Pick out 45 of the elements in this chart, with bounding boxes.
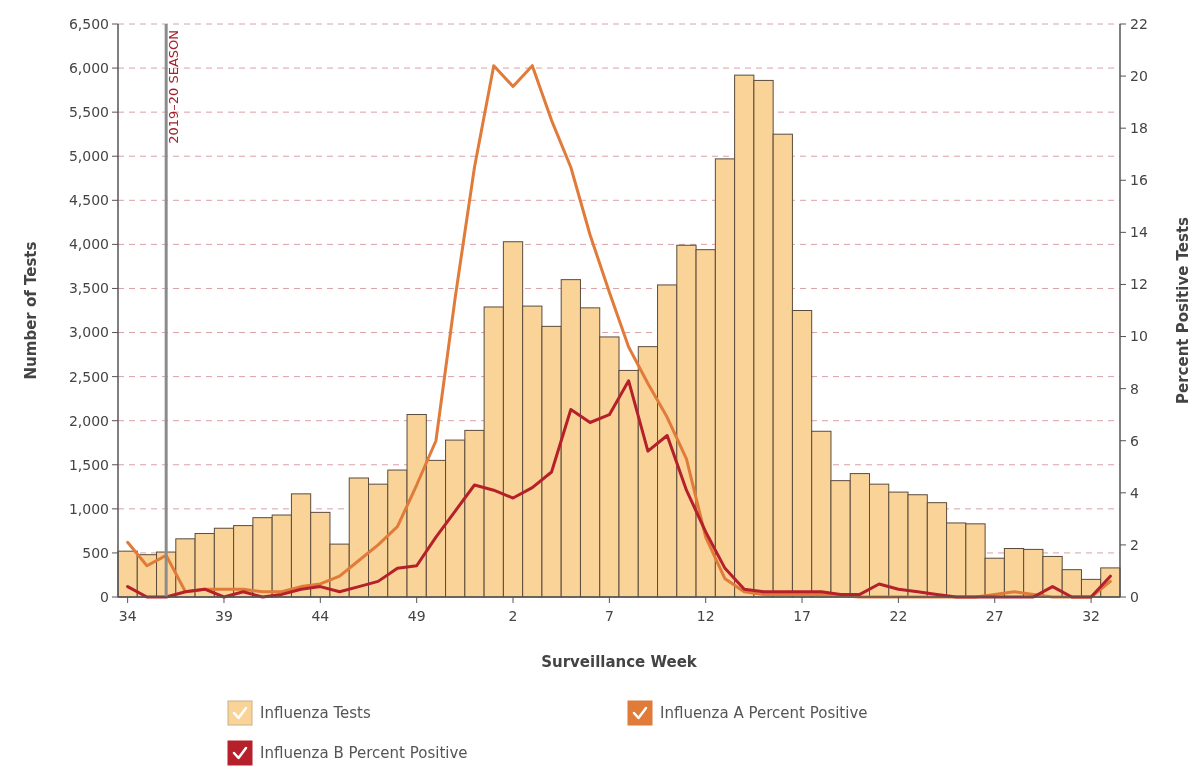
y2-tick-label: 6 — [1130, 432, 1139, 449]
y-axis-title: Number of Tests — [22, 241, 40, 380]
y-tick-label: 0 — [100, 588, 109, 605]
x-axis-title: Surveillance Week — [541, 653, 698, 671]
x-tick-label: 12 — [696, 608, 715, 624]
y2-tick-label: 12 — [1130, 276, 1148, 293]
x-tick-label: 27 — [985, 608, 1004, 624]
y2-tick-label: 10 — [1130, 328, 1148, 345]
x-tick-label: 17 — [793, 608, 811, 624]
line-series — [126, 379, 1112, 599]
y-tick-label: 5,000 — [68, 148, 109, 165]
y-tick-label: 3,500 — [68, 280, 109, 297]
y-tick-label: 2,500 — [68, 368, 109, 385]
y2-tick-label: 14 — [1130, 224, 1148, 241]
legend-label: Influenza A Percent Positive — [660, 704, 868, 723]
y-tick-label: 1,500 — [68, 456, 109, 473]
y-tick-label: 5,500 — [68, 104, 109, 121]
y2-tick-label: 4 — [1130, 484, 1139, 501]
legend-label: Influenza Tests — [260, 704, 371, 723]
x-tick-label: 49 — [407, 608, 426, 624]
y-tick-label: 6,500 — [68, 15, 109, 32]
x-tick-label: 2 — [508, 608, 518, 624]
y2-tick-label: 8 — [1130, 380, 1139, 397]
y-tick-label: 2,000 — [68, 412, 109, 429]
y-tick-label: 1,000 — [68, 500, 109, 517]
legend-label: Influenza B Percent Positive — [260, 744, 468, 763]
y-tick-label: 4,000 — [68, 236, 109, 253]
x-tick-label: 34 — [118, 608, 137, 624]
x-tick-label: 22 — [889, 608, 908, 624]
y2-tick-label: 18 — [1130, 120, 1148, 137]
x-tick-label: 32 — [1082, 608, 1101, 624]
x-tick-label: 39 — [215, 608, 233, 624]
y-tick-label: 500 — [82, 544, 109, 561]
annotation: 2019–20 SEASON — [166, 30, 182, 144]
x-tick-label: 7 — [604, 608, 614, 624]
y-tick-label: 6,000 — [68, 59, 109, 76]
y2-tick-label: 0 — [1130, 588, 1139, 605]
x-tick-label: 44 — [311, 608, 330, 624]
y2-axis-title: Percent Positive Tests — [1174, 216, 1192, 404]
y-tick-label: 3,000 — [68, 324, 109, 341]
y-tick-label: 4,500 — [68, 192, 109, 209]
y2-tick-label: 22 — [1130, 15, 1148, 32]
y2-tick-label: 20 — [1130, 67, 1148, 84]
y2-tick-label: 16 — [1130, 172, 1148, 189]
y2-tick-label: 2 — [1130, 536, 1139, 553]
